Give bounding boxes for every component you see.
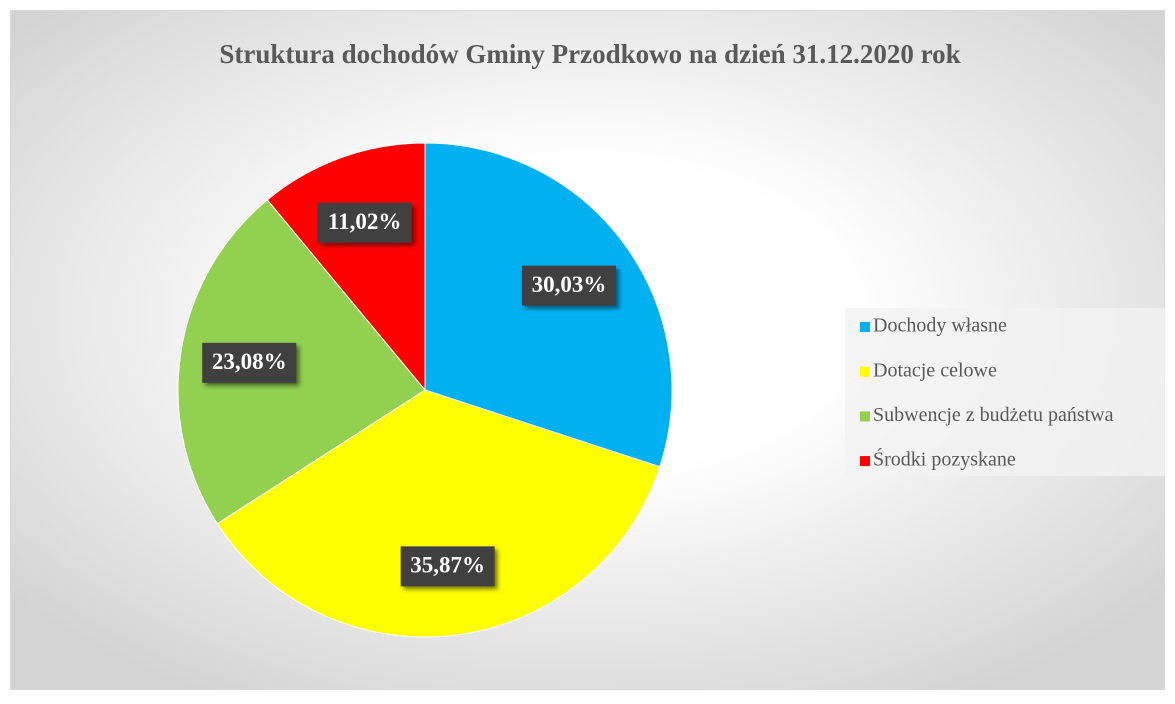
data-label-box: [400, 546, 495, 587]
legend-key: [860, 411, 870, 422]
data-label: 30,03%: [532, 272, 607, 297]
legend-key: [860, 456, 870, 467]
legend-key: [860, 322, 870, 332]
pie-slice: [216, 389, 661, 638]
legend-label: Dotacje celowe: [873, 359, 997, 381]
data-label-box: [521, 265, 616, 306]
legend-box: [845, 308, 1165, 476]
chart-title: Struktura dochodów Gminy Przodkowo na dz…: [219, 39, 960, 69]
data-label: 11,02%: [328, 209, 401, 234]
data-label: 35,87%: [410, 553, 485, 578]
data-label-box: [202, 342, 297, 383]
legend-label: Środki pozyskane: [873, 447, 1016, 471]
data-label: 23,08%: [212, 349, 287, 374]
legend-key: [860, 366, 870, 377]
pie-slice: [177, 199, 426, 525]
legend-label: Dochody własne: [873, 315, 1007, 337]
legend-label: Subwencje z budżetu państwa: [873, 404, 1114, 426]
data-label-box: [317, 202, 412, 243]
